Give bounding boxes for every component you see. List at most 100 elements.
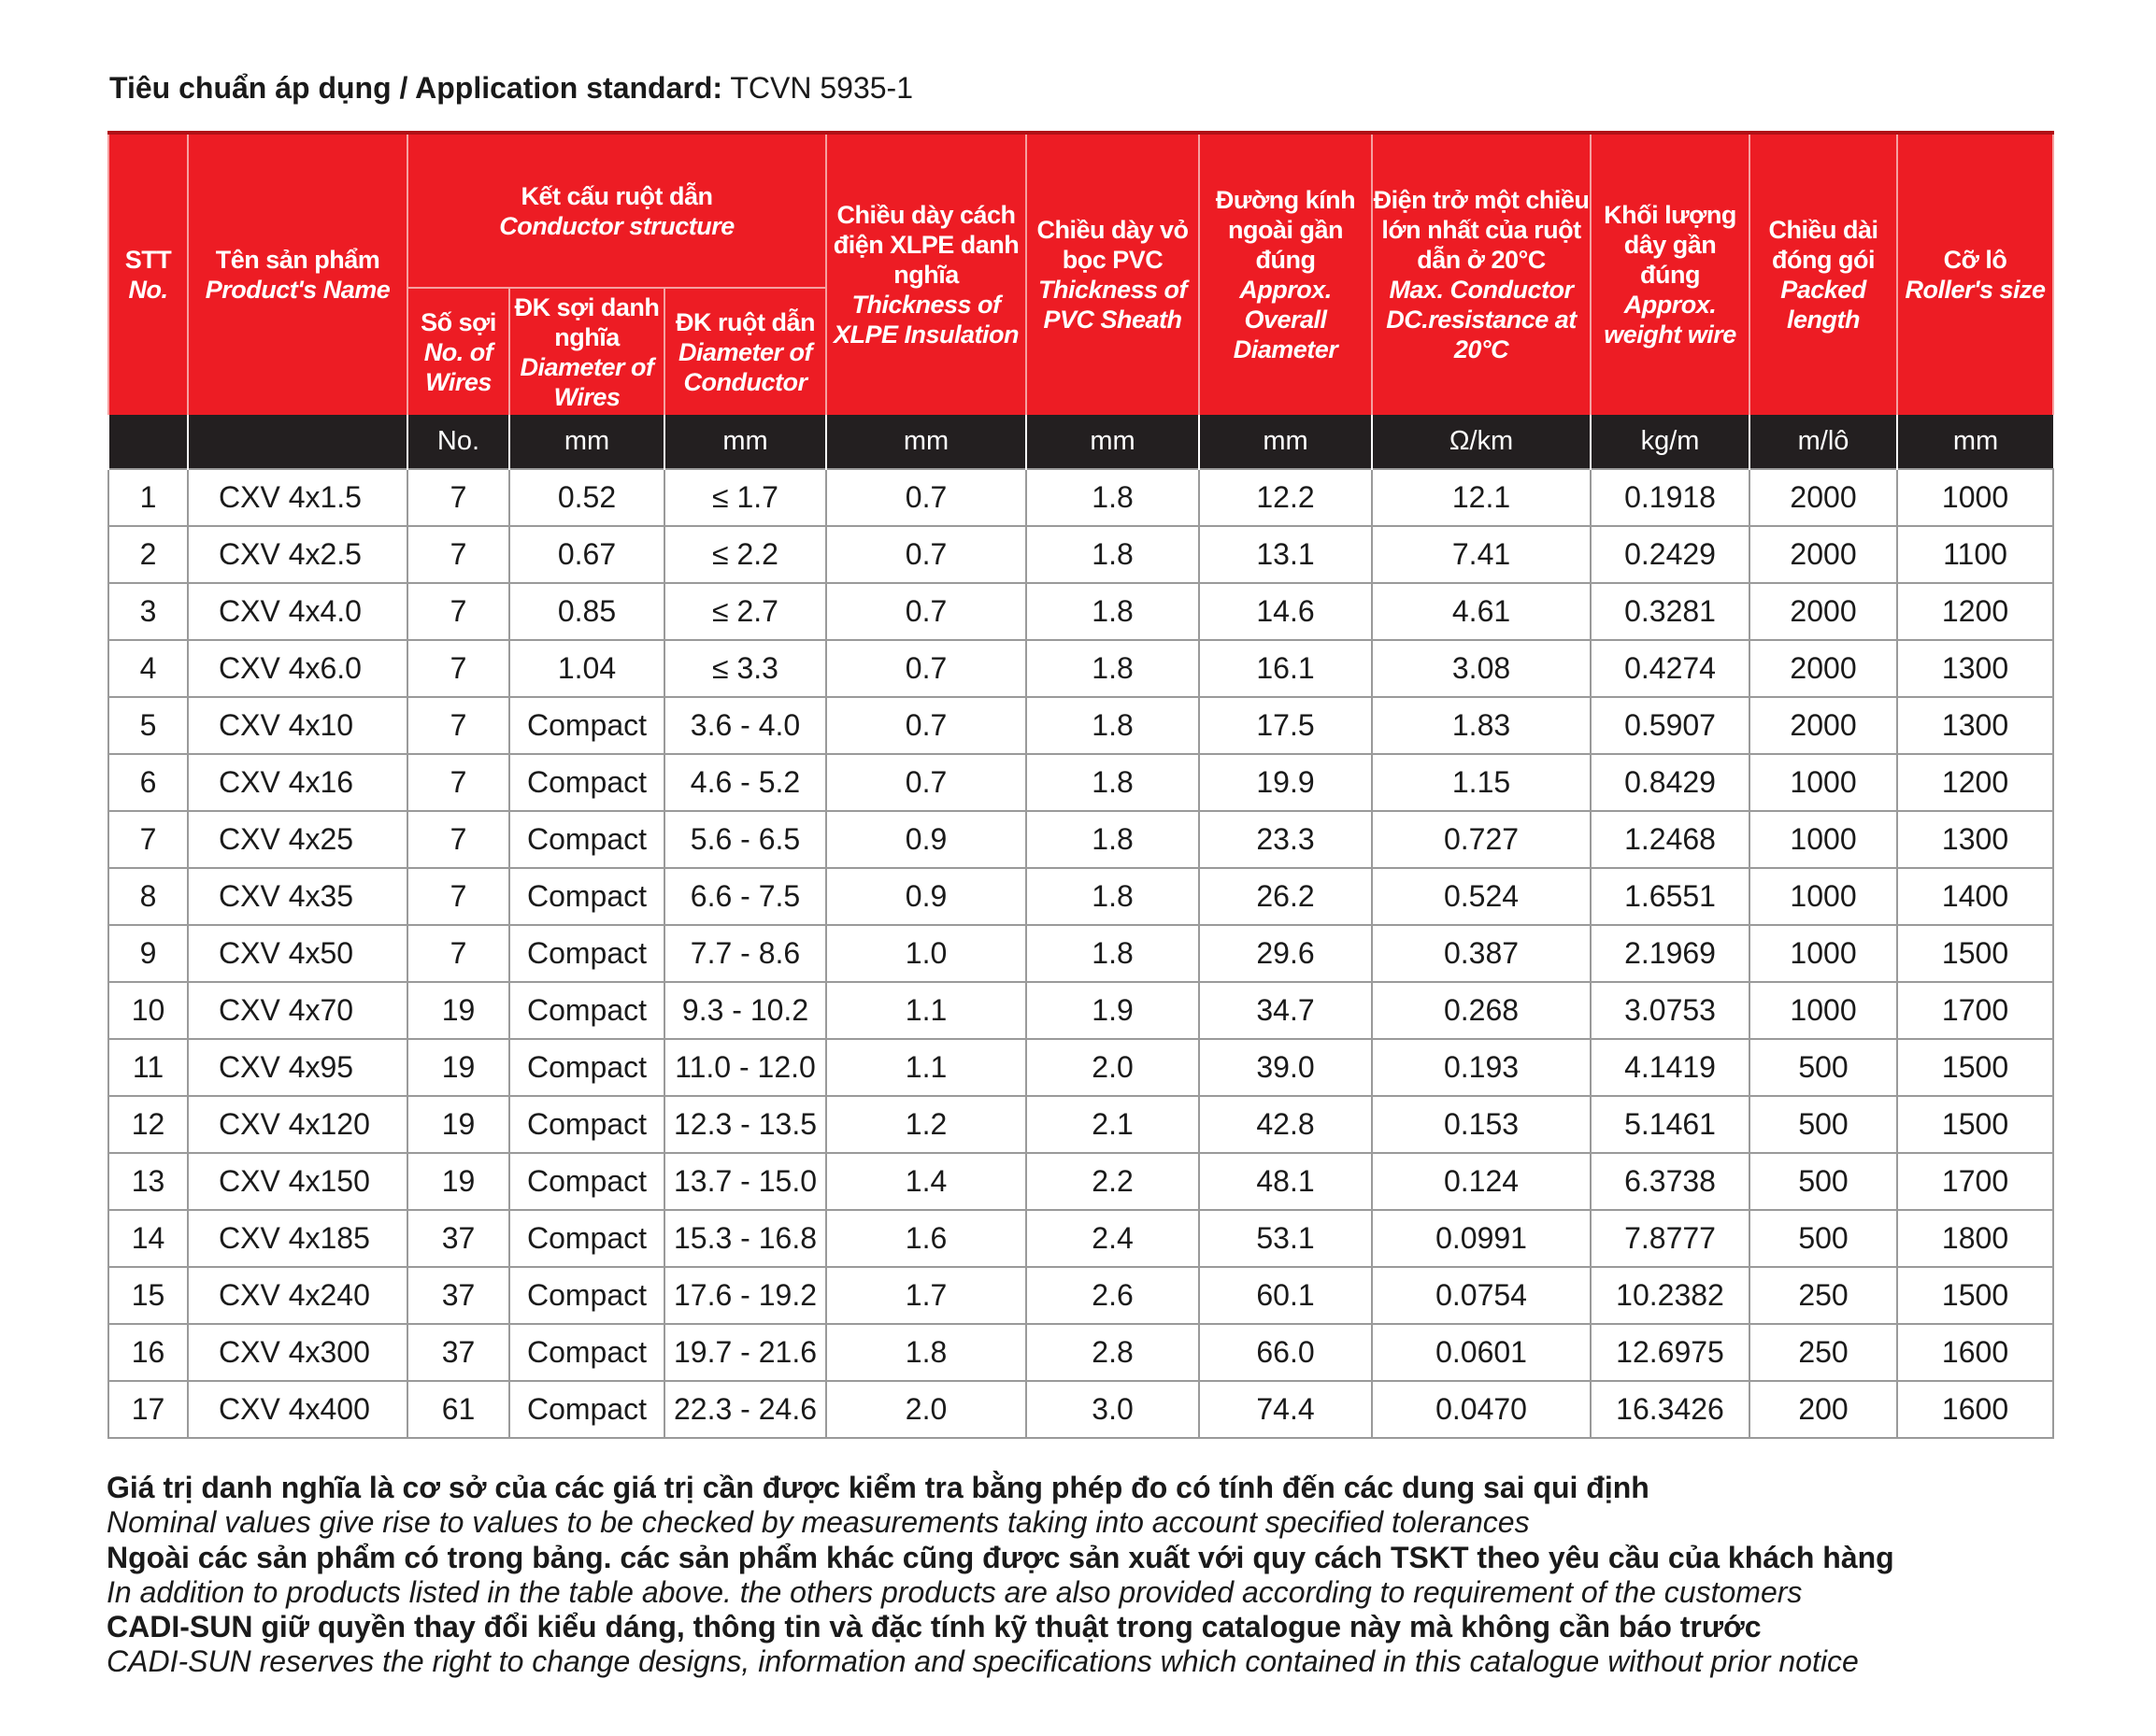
note-vi: Giá trị danh nghĩa là cơ sở của các giá … xyxy=(107,1471,1649,1504)
table-cell: CXV 4x50 xyxy=(187,924,408,983)
table-cell: 1 xyxy=(107,468,189,527)
table-cell: CXV 4x240 xyxy=(187,1266,408,1325)
table-cell: 0.0601 xyxy=(1371,1323,1592,1382)
table-cell: 7 xyxy=(107,810,189,869)
table-cell: 1.0 xyxy=(825,924,1028,983)
table-cell: 250 xyxy=(1749,1266,1899,1325)
table-cell: 5.1461 xyxy=(1590,1095,1751,1154)
unit-cell: m/lô xyxy=(1749,415,1898,469)
table-cell: 1200 xyxy=(1896,582,2055,641)
table-cell: 7.7 - 8.6 xyxy=(663,924,828,983)
table-cell: 7 xyxy=(407,924,510,983)
header-label-vi: Kết cấu ruột dẫn xyxy=(521,181,713,210)
table-cell: 66.0 xyxy=(1198,1323,1374,1382)
table-cell: 19.7 - 21.6 xyxy=(663,1323,828,1382)
unit-cell: mm xyxy=(1896,415,2054,469)
header-label-en: Roller's size xyxy=(1905,276,2047,304)
note-en: Nominal values give rise to values to be… xyxy=(107,1505,1530,1540)
table-cell: 11 xyxy=(107,1038,189,1097)
table-cell: 4.6 - 5.2 xyxy=(663,753,828,812)
header-length: Chiều dài đóng gói Packed length xyxy=(1749,131,1899,415)
table-cell: 2.6 xyxy=(1025,1266,1201,1325)
table-cell: 1.8 xyxy=(1025,696,1201,755)
table-cell: 1.8 xyxy=(1025,525,1201,584)
table-cell: 0.7 xyxy=(825,753,1028,812)
header-label-vi: Đường kính ngoài gần đúng xyxy=(1215,186,1356,274)
table-cell: CXV 4x2.5 xyxy=(187,525,408,584)
unit-cell: mm xyxy=(508,415,664,469)
header-label-vi: Số sợi xyxy=(421,307,496,336)
table-cell: 10 xyxy=(107,981,189,1040)
table-cell: 12.3 - 13.5 xyxy=(663,1095,828,1154)
cable-spec-table: STT No. Tên sản phẩm Product's Name Kết cấ… xyxy=(107,131,2055,1439)
table-cell: 1000 xyxy=(1749,867,1899,926)
table-cell: 2.0 xyxy=(1025,1038,1201,1097)
table-cell: Compact xyxy=(508,810,665,869)
table-cell: 0.1918 xyxy=(1590,468,1751,527)
table-cell: 1300 xyxy=(1896,696,2055,755)
table-cell: 0.3281 xyxy=(1590,582,1751,641)
unit-cell: mm xyxy=(825,415,1027,469)
table-cell: 1.4 xyxy=(825,1152,1028,1211)
header-xlpe: Chiều dày cách điện XLPE danh nghĩa Thick… xyxy=(825,131,1028,415)
table-row: 6 CXV 4x16 7 Compact 4.6 - 5.2 0.7 1.8 19.9 1.15… xyxy=(107,753,2055,812)
table-cell: 15 xyxy=(107,1266,189,1325)
table-cell: 3.6 - 4.0 xyxy=(663,696,828,755)
header-label-en: Diameter of Wires xyxy=(520,352,654,411)
header-label-vi: Điện trở một chiều lớn nhất của ruột dẫn… xyxy=(1373,186,1590,274)
table-cell: 15.3 - 16.8 xyxy=(663,1209,828,1268)
table-cell: 37 xyxy=(407,1323,510,1382)
table-cell: 4.1419 xyxy=(1590,1038,1751,1097)
table-cell: 1500 xyxy=(1896,924,2055,983)
table-cell: 1.04 xyxy=(508,639,665,698)
table-cell: 8 xyxy=(107,867,189,926)
table-cell: 61 xyxy=(407,1380,510,1439)
table-cell: 11.0 - 12.0 xyxy=(663,1038,828,1097)
table-cell: 0.193 xyxy=(1371,1038,1592,1097)
table-cell: 1.7 xyxy=(825,1266,1028,1325)
table-cell: 0.0754 xyxy=(1371,1266,1592,1325)
table-cell: Compact xyxy=(508,981,665,1040)
table-cell: Compact xyxy=(508,867,665,926)
table-cell: 5.6 - 6.5 xyxy=(663,810,828,869)
table-cell: 0.5907 xyxy=(1590,696,1751,755)
table-cell: 0.7 xyxy=(825,639,1028,698)
table-cell: 0.0470 xyxy=(1371,1380,1592,1439)
table-cell: 0.9 xyxy=(825,867,1028,926)
table-cell: 0.85 xyxy=(508,582,665,641)
table-cell: 17.5 xyxy=(1198,696,1374,755)
table-cell: 2.2 xyxy=(1025,1152,1201,1211)
table-cell: 0.727 xyxy=(1371,810,1592,869)
table-cell: 1.8 xyxy=(1025,753,1201,812)
table-row: 16 CXV 4x300 37 Compact 19.7 - 21.6 1.8 2.8 66.… xyxy=(107,1323,2055,1382)
header-label-vi: Chiều dày cách điện XLPE danh nghĩa xyxy=(833,201,1020,289)
header-label-en: Product's Name xyxy=(205,276,391,304)
note-vi: Ngoài các sản phẩm có trong bảng. các sả… xyxy=(107,1540,1894,1574)
table-cell: 3.0753 xyxy=(1590,981,1751,1040)
table-cell: 14 xyxy=(107,1209,189,1268)
table-cell: 3.08 xyxy=(1371,639,1592,698)
header-label-en: Approx. Overall Diameter xyxy=(1233,276,1338,363)
table-cell: 39.0 xyxy=(1198,1038,1374,1097)
table-row: 10 CXV 4x70 19 Compact 9.3 - 10.2 1.1 1.9 34.7 0… xyxy=(107,981,2055,1040)
table-cell: 22.3 - 24.6 xyxy=(663,1380,828,1439)
table-cell: 1000 xyxy=(1896,468,2055,527)
table-cell: 19 xyxy=(407,1038,510,1097)
table-cell: 12.6975 xyxy=(1590,1323,1751,1382)
header-label-vi: Cỡ lô xyxy=(1943,246,2007,274)
table-cell: CXV 4x70 xyxy=(187,981,408,1040)
table-cell: 1.2 xyxy=(825,1095,1028,1154)
header-pvc: Chiều dày vỏ bọc PVC Thickness of PVC She… xyxy=(1025,131,1201,415)
table-cell: CXV 4x35 xyxy=(187,867,408,926)
table-cell: 16 xyxy=(107,1323,189,1382)
table-cell: CXV 4x1.5 xyxy=(187,468,408,527)
unit-cell xyxy=(107,415,188,469)
table-cell: 2.0 xyxy=(825,1380,1028,1439)
table-cell: 26.2 xyxy=(1198,867,1374,926)
table-cell: CXV 4x4.0 xyxy=(187,582,408,641)
table-cell: CXV 4x185 xyxy=(187,1209,408,1268)
table-cell: 7 xyxy=(407,696,510,755)
table-row: 11 CXV 4x95 19 Compact 11.0 - 12.0 1.1 2.0 39.0… xyxy=(107,1038,2055,1097)
table-cell: 0.387 xyxy=(1371,924,1592,983)
table-cell: Compact xyxy=(508,1209,665,1268)
